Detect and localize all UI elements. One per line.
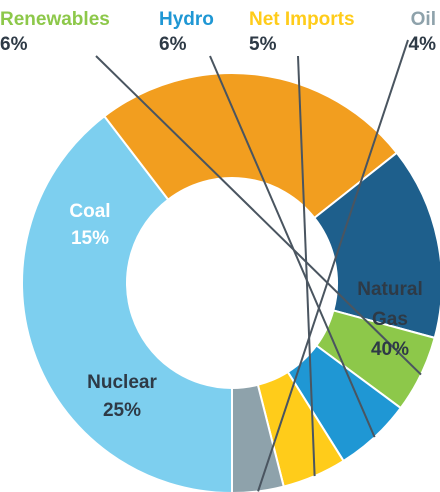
leader-line-renewables — [95, 55, 422, 376]
label-nuclear: Nuclear — [87, 372, 157, 393]
label-renewables: Renewables — [0, 9, 110, 30]
label-oil: Oil — [411, 9, 436, 30]
label-hydro: Hydro — [159, 9, 214, 30]
labels-group: Natural Gas 40% Nuclear 25% Coal 15% Renewables… — [0, 9, 436, 421]
value-natural-gas: 40% — [371, 339, 409, 360]
leader-line-hydro — [209, 55, 376, 438]
value-oil: 4% — [409, 34, 437, 55]
label-net-imports: Net Imports — [249, 9, 355, 30]
label-coal: Coal — [69, 201, 110, 222]
label-natural-gas-line-1: Natural — [357, 279, 422, 300]
value-nuclear: 25% — [103, 400, 141, 421]
slices-group — [21, 72, 440, 492]
slice-natural-gas — [21, 114, 233, 492]
leader-lines-group — [95, 39, 422, 492]
value-renewables: 6% — [0, 34, 28, 55]
value-hydro: 6% — [159, 34, 187, 55]
leader-line-oil — [257, 39, 409, 492]
leader-line-net-imports — [297, 55, 316, 477]
slice-oil — [231, 383, 285, 492]
value-net-imports: 5% — [249, 34, 277, 55]
slice-coal — [312, 151, 440, 340]
value-coal: 15% — [71, 228, 109, 249]
label-natural-gas-line-2: Gas — [372, 309, 408, 330]
